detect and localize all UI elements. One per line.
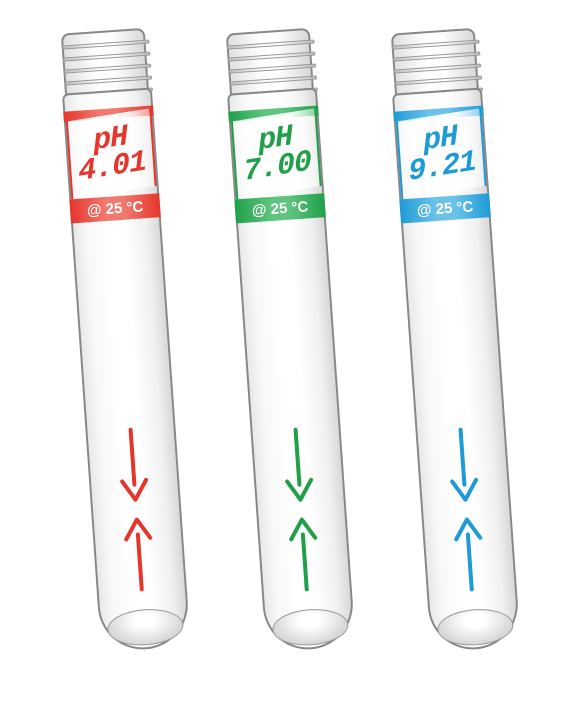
ph-value: 4.01 <box>78 148 147 187</box>
fill-arrows <box>415 417 517 603</box>
ph-label: pH7.00 <box>231 108 322 199</box>
ph-label: pH9.21 <box>396 108 487 199</box>
fill-arrows <box>250 417 352 603</box>
arrow-up-icon <box>117 513 162 596</box>
arrow-down-icon <box>275 423 320 506</box>
fill-arrows <box>85 417 187 603</box>
ph-label: pH4.01 <box>66 108 157 199</box>
ph-value: 9.21 <box>408 148 477 187</box>
arrow-down-icon <box>110 423 155 506</box>
arrow-up-icon <box>447 513 492 596</box>
arrow-up-icon <box>282 513 327 596</box>
ph-tube: pH4.01@ 25 °C <box>58 28 192 673</box>
ph-value: 7.00 <box>243 148 312 187</box>
arrow-down-icon <box>440 423 485 506</box>
ph-tube: pH7.00@ 25 °C <box>223 28 357 673</box>
ph-tube: pH9.21@ 25 °C <box>388 28 522 673</box>
